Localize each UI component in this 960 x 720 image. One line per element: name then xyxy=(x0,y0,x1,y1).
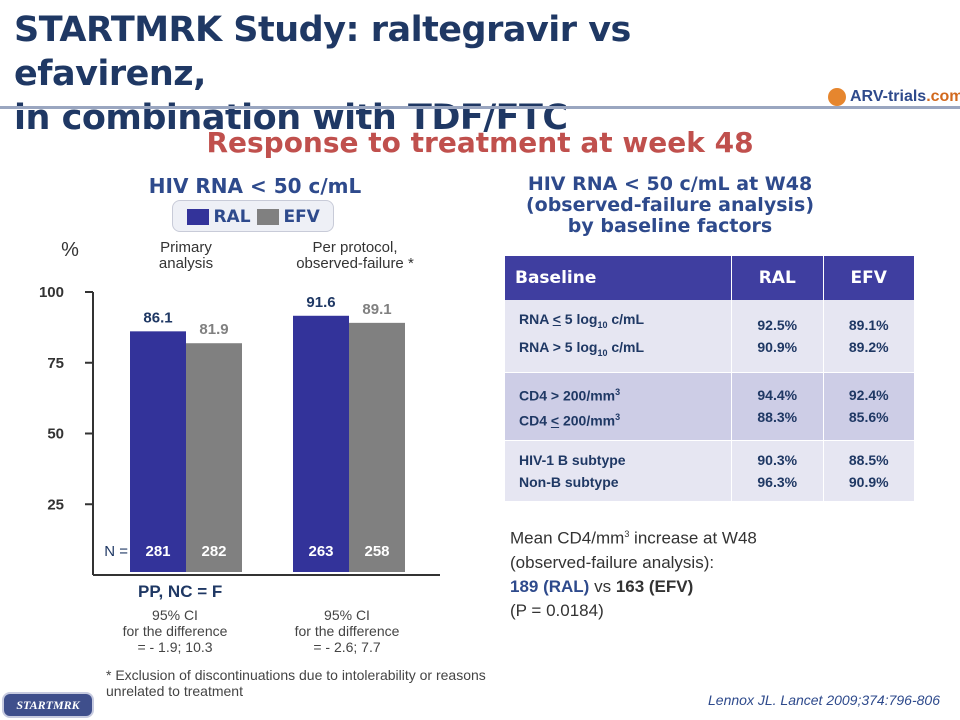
cell-ral-rna: 92.5% 90.9% xyxy=(731,300,824,373)
chart-title: HIV RNA < 50 c/mL xyxy=(148,174,362,198)
title-line-1: STARTMRK Study: raltegravir vs efavirenz… xyxy=(14,10,631,94)
group-label-primary-line1: Primary xyxy=(160,239,212,256)
table-row: HIV-1 B subtype Non-B subtype 90.3% 96.3%… xyxy=(505,440,915,502)
title-divider xyxy=(0,106,960,109)
study-badge: STARTMRK xyxy=(4,694,92,716)
y-axis-label: % xyxy=(61,239,79,261)
table-title-line3: by baseline factors xyxy=(567,215,773,237)
ci-primary-line2: for the difference xyxy=(122,623,228,639)
legend-item-efv: EFV xyxy=(257,207,320,227)
footnote: * Exclusion of discontinuations due to i… xyxy=(106,667,486,699)
cd4-note-line3: 189 (RAL) vs 163 (EFV) xyxy=(510,576,694,596)
bar-efv-primary xyxy=(186,343,242,572)
table-title-line1: HIV RNA < 50 c/mL at W48 xyxy=(527,173,813,195)
legend-swatch-ral xyxy=(187,209,209,225)
table-header-row: Baseline RAL EFV xyxy=(505,256,915,300)
row-label-rna: RNA < 5 log10 c/mL RNA > 5 log10 c/mL xyxy=(505,300,732,373)
column-header-baseline: Baseline xyxy=(505,256,732,300)
cd4-note-line2: (observed-failure analysis): xyxy=(510,552,715,572)
logo-text: ARV-trials xyxy=(850,88,927,106)
group-label-pp-line2: observed-failure * xyxy=(296,255,414,272)
citation: Lennox JL. Lancet 2009;374:796-806 xyxy=(708,692,940,708)
n-prefix-label: N = xyxy=(104,543,128,560)
n-count-label: 282 xyxy=(201,543,226,560)
group-label-pp-line1: Per protocol, xyxy=(312,239,398,256)
column-header-efv: EFV xyxy=(823,256,915,300)
y-tick-label: 25 xyxy=(47,496,64,513)
bar-efv-per-protocol xyxy=(349,322,405,572)
table-row: CD4 > 200/mm3 CD4 < 200/mm3 94.4% 88.3% 9… xyxy=(505,372,915,441)
bar-chart: % 25 50 75 100 86.1 281 81.9 282 91.6 263 89.1 258 N … xyxy=(39,239,440,576)
page-title: STARTMRK Study: raltegravir vs efavirenz… xyxy=(14,8,734,140)
table-title: HIV RNA < 50 c/mL at W48 (observed-failu… xyxy=(520,174,820,237)
x-axis-label: PP, NC = F xyxy=(138,582,223,601)
y-tick-label: 50 xyxy=(47,426,64,443)
cd4-increase-note: Mean CD4/mm3 increase at W48 (observed-f… xyxy=(510,522,890,623)
table-title-line2: (observed-failure analysis) xyxy=(525,194,815,216)
data-label: 91.6 xyxy=(306,294,335,311)
ci-primary-line1: 95% CI xyxy=(152,607,198,623)
slide-subtitle: Response to treatment at week 48 xyxy=(206,126,754,159)
group-label-primary-line2: analysis xyxy=(158,255,214,272)
cd4-note-pvalue: (P = 0.0184) xyxy=(510,600,604,620)
data-label: 89.1 xyxy=(362,301,391,318)
ci-primary: 95% CI for the difference = - 1.9; 10.3 xyxy=(100,607,250,655)
bar-ral-per-protocol xyxy=(293,315,349,572)
y-tick-label: 100 xyxy=(39,284,64,301)
ci-pp-line1: 95% CI xyxy=(324,607,370,623)
logo-text-accent: .com xyxy=(926,88,960,106)
column-header-ral: RAL xyxy=(731,256,824,300)
cell-ral-cd4: 94.4% 88.3% xyxy=(731,372,824,441)
row-label-subtype: HIV-1 B subtype Non-B subtype xyxy=(505,440,732,502)
group-label-per-protocol: Per protocol, observed-failure * xyxy=(270,240,440,272)
logo-icon xyxy=(828,88,846,106)
y-tick-label: 75 xyxy=(47,355,64,372)
bar-ral-primary xyxy=(130,331,186,572)
group-label-primary: Primary analysis xyxy=(130,240,242,272)
legend-label-ral: RAL xyxy=(213,207,251,227)
ci-primary-line3: = - 1.9; 10.3 xyxy=(137,639,213,655)
legend-item-ral: RAL xyxy=(187,207,251,227)
ci-pp-line3: = - 2.6; 7.7 xyxy=(313,639,381,655)
cd4-note-line1: Mean CD4/mm3 increase at W48 xyxy=(510,528,757,548)
data-label: 81.9 xyxy=(199,321,228,338)
cell-efv-cd4: 92.4% 85.6% xyxy=(823,372,915,441)
table-row: RNA < 5 log10 c/mL RNA > 5 log10 c/mL 92… xyxy=(505,300,915,373)
n-count-label: 258 xyxy=(364,543,389,560)
data-label: 86.1 xyxy=(143,309,172,326)
ci-per-protocol: 95% CI for the difference = - 2.6; 7.7 xyxy=(272,607,422,655)
row-label-cd4: CD4 > 200/mm3 CD4 < 200/mm3 xyxy=(505,372,732,441)
cell-efv-subtype: 88.5% 90.9% xyxy=(823,440,915,502)
title-line-2: in combination with TDF/FTC xyxy=(14,98,568,138)
arv-trials-logo: ARV-trials.com xyxy=(828,88,960,106)
cell-efv-rna: 89.1% 89.2% xyxy=(823,300,915,373)
ci-pp-line2: for the difference xyxy=(294,623,400,639)
n-count-label: 263 xyxy=(308,543,333,560)
legend-swatch-efv xyxy=(257,209,279,225)
n-count-label: 281 xyxy=(145,543,170,560)
baseline-factors-table: Baseline RAL EFV RNA < 5 log10 c/mL RNA … xyxy=(505,256,915,502)
chart-legend: RAL EFV xyxy=(172,200,334,232)
legend-label-efv: EFV xyxy=(283,207,320,227)
cell-ral-subtype: 90.3% 96.3% xyxy=(731,440,824,502)
